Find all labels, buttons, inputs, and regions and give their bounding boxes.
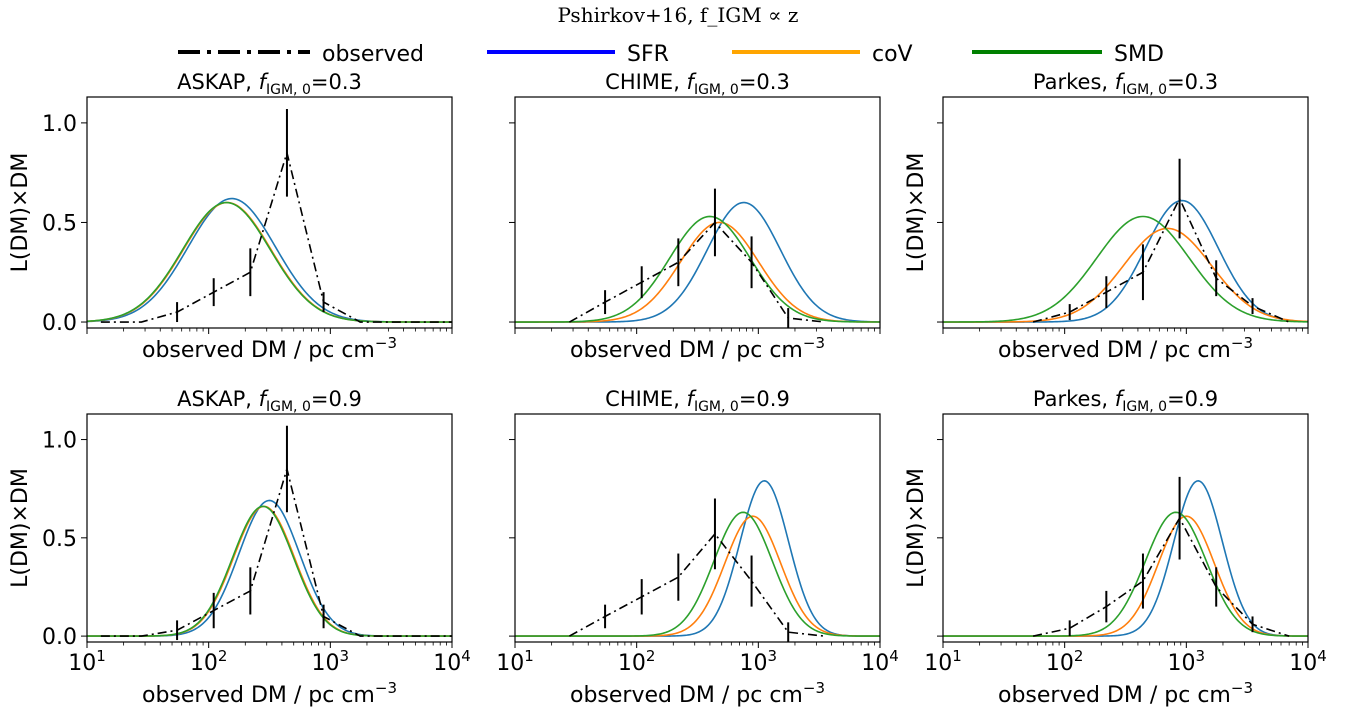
legend: observed SFR coV SMD: [178, 42, 1164, 67]
axes-frame: [514, 413, 881, 643]
axes-frame: [86, 96, 453, 329]
x-tick-label: 102: [1046, 647, 1084, 676]
curve-sfr: [515, 480, 880, 637]
y-tick-label: 0.0: [42, 625, 77, 650]
observed-line: [569, 221, 825, 323]
curves: [943, 158, 1308, 323]
curve-sfr: [943, 480, 1308, 637]
x-axis-label: observed DM / pc cm−3: [570, 679, 825, 708]
x-tick-label: 101: [924, 647, 962, 676]
panel-title: Parkes, fIGM, 0=0.9: [1033, 387, 1218, 415]
suptitle: Pshirkov+16, f_IGM ∝ z: [558, 3, 799, 27]
panel-title: CHIME, fIGM, 0=0.3: [605, 70, 790, 98]
curve-smd: [515, 215, 880, 323]
legend-label-cov: coV: [872, 42, 913, 67]
panel-title: Parkes, fIGM, 0=0.3: [1033, 70, 1218, 98]
axes-frame: [86, 413, 453, 643]
x-tick-label: 101: [68, 647, 106, 676]
curve-cov: [515, 515, 880, 637]
y-tick-label: 0.0: [42, 311, 77, 336]
legend-label-observed: observed: [322, 42, 424, 67]
x-axis-label: observed DM / pc cm−3: [998, 334, 1253, 363]
x-tick-label: 103: [1168, 647, 1206, 676]
curves: [515, 188, 880, 328]
panel-parkes-0.9: Parkes, fIGM, 0=0.9 101 102 103 104 observed …: [904, 387, 1327, 708]
curve-smd: [943, 215, 1308, 323]
curves: [943, 476, 1308, 637]
curve-smd: [87, 201, 452, 323]
y-axis-label: L(DM)×DM: [8, 468, 33, 588]
axes-frame: [942, 413, 1309, 643]
curve-cov: [943, 227, 1308, 323]
legend-label-smd: SMD: [1114, 42, 1164, 67]
panel-askap-0.3: ASKAP, fIGM, 0=0.3 0.0 0.5 1.0 observed DM /…: [8, 70, 453, 363]
x-tick-label: 103: [312, 647, 350, 676]
curve-sfr: [87, 499, 452, 637]
curve-cov: [87, 505, 452, 637]
observed-line: [100, 466, 452, 637]
curves: [515, 480, 880, 642]
x-tick-label: 102: [190, 647, 228, 676]
x-axis-label: observed DM / pc cm−3: [142, 334, 397, 363]
observed-line: [100, 149, 452, 323]
y-tick-label: 1.0: [42, 429, 77, 454]
observed-line: [1032, 196, 1290, 323]
x-axis-label: observed DM / pc cm−3: [142, 679, 397, 708]
panel-chime-0.3: CHIME, fIGM, 0=0.3 observed DM / pc cm−3: [509, 70, 881, 363]
curve-cov: [515, 221, 880, 323]
x-axis-label: observed DM / pc cm−3: [570, 334, 825, 363]
observed-line: [569, 532, 825, 637]
curve-smd: [87, 505, 452, 637]
panels: ASKAP, fIGM, 0=0.3 0.0 0.5 1.0 observed DM /…: [8, 70, 1327, 708]
y-tick-label: 1.0: [42, 112, 77, 137]
y-axis-label: L(DM)×DM: [8, 153, 33, 273]
axes-frame: [942, 96, 1309, 329]
curves: [87, 425, 452, 641]
curve-smd: [943, 511, 1308, 637]
x-tick-label: 103: [740, 647, 778, 676]
curve-smd: [515, 511, 880, 637]
panel-title: CHIME, fIGM, 0=0.9: [605, 387, 790, 415]
x-tick-label: 104: [861, 647, 899, 676]
panel-parkes-0.3: Parkes, fIGM, 0=0.3 observed DM / pc cm−3…: [904, 70, 1309, 363]
x-tick-label: 104: [1289, 647, 1327, 676]
y-tick-label: 0.5: [42, 211, 77, 236]
panel-chime-0.9: CHIME, fIGM, 0=0.9 101 102 103 104 observed D…: [496, 387, 899, 708]
x-tick-label: 102: [618, 647, 656, 676]
legend-label-sfr: SFR: [627, 42, 669, 67]
y-axis-label: L(DM)×DM: [904, 468, 929, 588]
axes-frame: [514, 96, 881, 329]
observed-line: [1032, 516, 1290, 637]
panel-title: ASKAP, fIGM, 0=0.3: [177, 70, 362, 98]
panel-title: ASKAP, fIGM, 0=0.9: [177, 387, 362, 415]
x-axis-label: observed DM / pc cm−3: [998, 679, 1253, 708]
y-tick-label: 0.5: [42, 527, 77, 552]
x-tick-label: 101: [496, 647, 534, 676]
x-tick-label: 104: [433, 647, 471, 676]
panel-askap-0.9: ASKAP, fIGM, 0=0.9 0.0 0.5 1.0 101 102 103 104 o…: [8, 387, 471, 708]
y-axis-label: L(DM)×DM: [904, 153, 929, 273]
curves: [87, 108, 452, 323]
